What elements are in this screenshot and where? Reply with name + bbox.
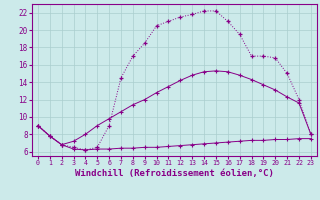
X-axis label: Windchill (Refroidissement éolien,°C): Windchill (Refroidissement éolien,°C)	[75, 169, 274, 178]
